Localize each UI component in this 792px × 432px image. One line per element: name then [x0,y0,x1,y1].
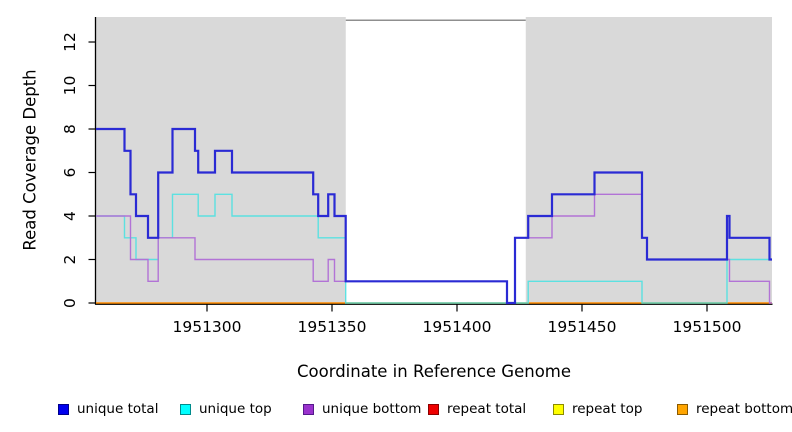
legend-swatch-repeat-top-icon [553,403,564,415]
y-tick-label: 2 [61,255,79,265]
x-tick-label: 1951450 [547,318,616,336]
shaded-region [96,17,346,303]
legend-swatch-unique-total-icon [58,403,69,415]
y-tick-label: 8 [61,124,79,134]
legend-label-repeat-bottom: repeat bottom [696,401,792,417]
x-tick-label: 1951400 [422,318,491,336]
legend-label-unique-top: unique top [199,401,272,417]
legend-swatch-repeat-total-icon [428,403,439,415]
legend-label-repeat-top: repeat top [572,401,643,417]
y-tick-label: 6 [61,168,79,178]
legend-label-unique-bottom: unique bottom [322,401,422,417]
legend-item-repeat-total: repeat total [428,400,526,418]
shaded-region [525,17,772,303]
y-tick-label: 4 [61,211,79,221]
y-tick-label: 0 [61,298,79,308]
legend-item-repeat-bottom: repeat bottom [677,400,792,418]
legend: unique total unique top unique bottom re… [0,400,792,420]
legend-item-unique-total: unique total [58,400,158,418]
legend-item-unique-bottom: unique bottom [303,400,421,418]
legend-label-unique-total: unique total [77,401,159,417]
y-tick-label: 12 [61,32,79,52]
y-tick-label: 10 [61,76,79,96]
legend-swatch-unique-bottom-icon [303,403,314,415]
x-tick-label: 1951500 [672,318,741,336]
series-unique-total [96,127,772,305]
legend-swatch-unique-top-icon [180,403,191,415]
legend-label-repeat-total: repeat total [447,401,527,417]
x-tick-label: 1951350 [297,318,366,336]
x-tick-label: 1951300 [172,318,241,336]
y-axis-title: Read Coverage Depth [20,69,40,251]
x-axis-title: Coordinate in Reference Genome [296,362,572,381]
legend-swatch-repeat-bottom-icon [677,403,688,415]
legend-item-repeat-top: repeat top [553,400,642,418]
legend-item-unique-top: unique top [180,400,272,418]
